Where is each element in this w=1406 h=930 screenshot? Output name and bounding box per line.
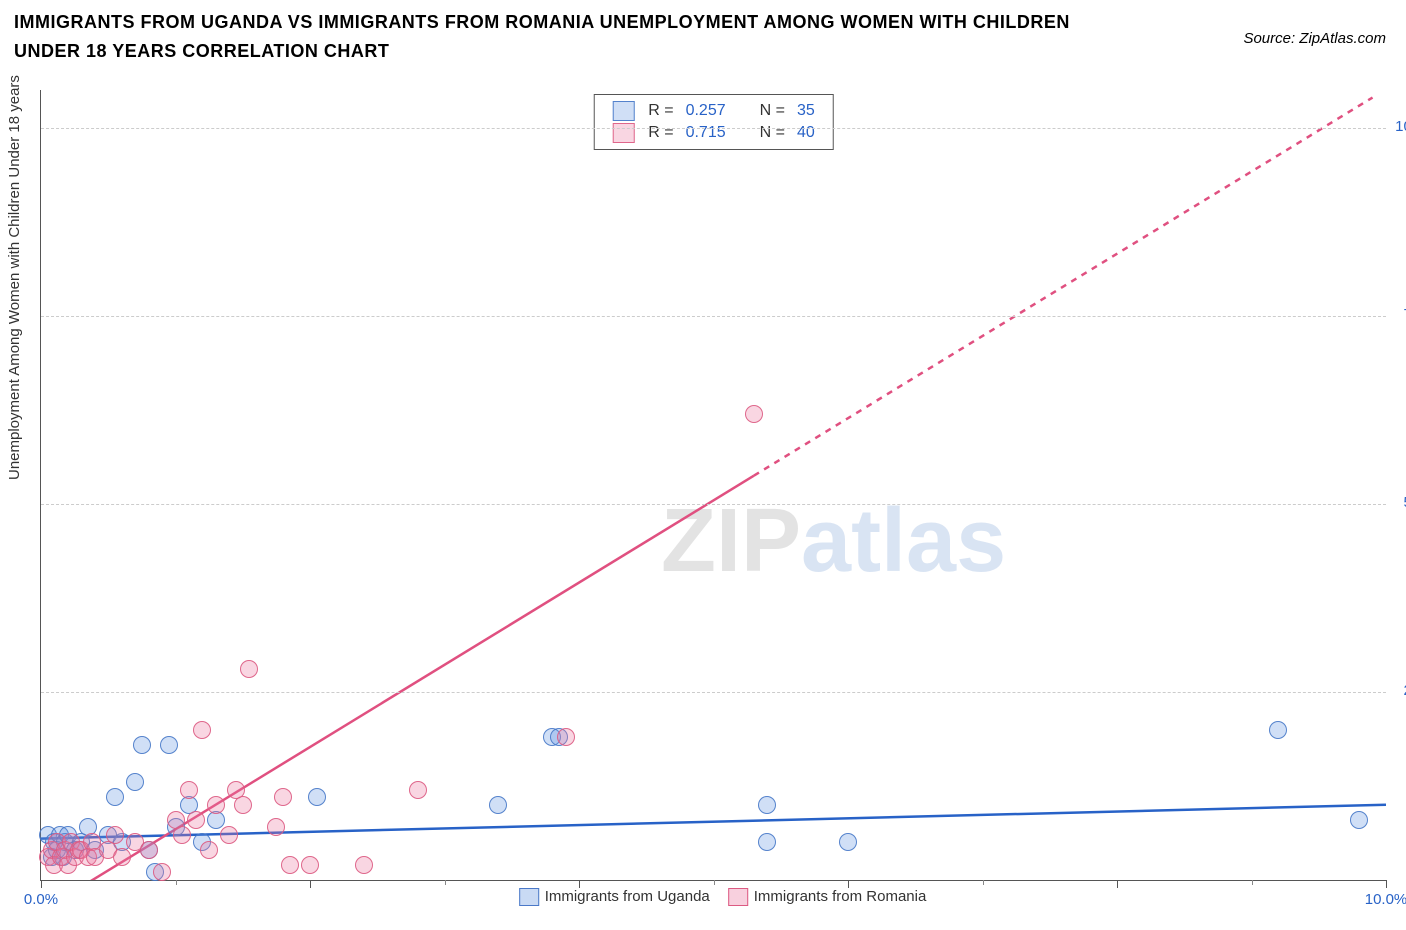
gridline	[41, 316, 1386, 317]
legend-n-label: N =	[754, 100, 791, 122]
x-tick-major	[1117, 880, 1118, 888]
gridline	[41, 504, 1386, 505]
legend-r-value: 0.257	[680, 100, 732, 122]
scatter-point	[193, 721, 211, 739]
scatter-point	[758, 796, 776, 814]
scatter-point	[140, 841, 158, 859]
legend-swatch	[612, 101, 634, 121]
legend-n-value: 35	[791, 100, 821, 122]
x-tick-minor	[1252, 880, 1253, 885]
gridline	[41, 692, 1386, 693]
scatter-point	[173, 826, 191, 844]
scatter-point	[113, 848, 131, 866]
scatter-point	[1269, 721, 1287, 739]
scatter-point	[1350, 811, 1368, 829]
scatter-point	[106, 826, 124, 844]
x-tick-label: 0.0%	[24, 891, 58, 908]
y-tick-label: 50.0%	[1390, 494, 1406, 511]
scatter-point	[160, 736, 178, 754]
legend-swatch	[519, 888, 539, 906]
legend-n-value: 40	[791, 122, 821, 144]
scatter-point	[489, 796, 507, 814]
legend-r-label: R =	[642, 122, 679, 144]
trend-lines-layer	[41, 90, 1386, 880]
legend-series-label: Immigrants from Romania	[754, 888, 927, 905]
x-tick-minor	[983, 880, 984, 885]
scatter-point	[274, 788, 292, 806]
scatter-point	[207, 796, 225, 814]
scatter-point	[745, 405, 763, 423]
y-axis-label: Unemployment Among Women with Children U…	[6, 75, 23, 480]
scatter-point	[557, 728, 575, 746]
scatter-point	[133, 736, 151, 754]
scatter-point	[187, 811, 205, 829]
scatter-point	[126, 773, 144, 791]
legend-r-value: 0.715	[680, 122, 732, 144]
scatter-point	[200, 841, 218, 859]
series-legend: Immigrants from Uganda Immigrants from Ro…	[501, 888, 927, 906]
scatter-point	[106, 788, 124, 806]
legend-n-label: N =	[754, 122, 791, 144]
scatter-point	[301, 856, 319, 874]
x-tick-minor	[176, 880, 177, 885]
scatter-point	[308, 788, 326, 806]
x-tick-major	[848, 880, 849, 888]
scatter-point	[153, 863, 171, 881]
watermark: ZIPatlas	[661, 490, 1006, 593]
watermark-atlas: atlas	[801, 491, 1006, 591]
x-tick-major	[41, 880, 42, 888]
x-tick-major	[310, 880, 311, 888]
legend-swatch	[728, 888, 748, 906]
scatter-point	[355, 856, 373, 874]
watermark-zip: ZIP	[661, 491, 801, 591]
y-tick-label: 25.0%	[1390, 682, 1406, 699]
legend-series-label: Immigrants from Uganda	[545, 888, 710, 905]
scatter-point	[281, 856, 299, 874]
scatter-point	[409, 781, 427, 799]
y-tick-label: 75.0%	[1390, 306, 1406, 323]
gridline	[41, 128, 1386, 129]
legend-swatch	[612, 123, 634, 143]
correlation-legend: R =0.257 N =35 R =0.715 N =40	[593, 94, 834, 150]
scatter-point	[234, 796, 252, 814]
scatter-point	[758, 833, 776, 851]
scatter-point	[267, 818, 285, 836]
scatter-point	[220, 826, 238, 844]
chart-title: IMMIGRANTS FROM UGANDA VS IMMIGRANTS FRO…	[14, 8, 1114, 66]
x-tick-major	[579, 880, 580, 888]
source-label: Source: ZipAtlas.com	[1243, 30, 1386, 47]
scatter-point	[839, 833, 857, 851]
scatter-point	[240, 660, 258, 678]
x-tick-minor	[714, 880, 715, 885]
y-tick-label: 100.0%	[1390, 118, 1406, 135]
scatter-chart: ZIPatlas R =0.257N =35R =0.715N =40 Immi…	[40, 90, 1386, 881]
scatter-point	[180, 781, 198, 799]
x-tick-major	[1386, 880, 1387, 888]
legend-r-label: R =	[642, 100, 679, 122]
trend-line	[754, 98, 1373, 476]
x-tick-label: 10.0%	[1365, 891, 1406, 908]
x-tick-minor	[445, 880, 446, 885]
